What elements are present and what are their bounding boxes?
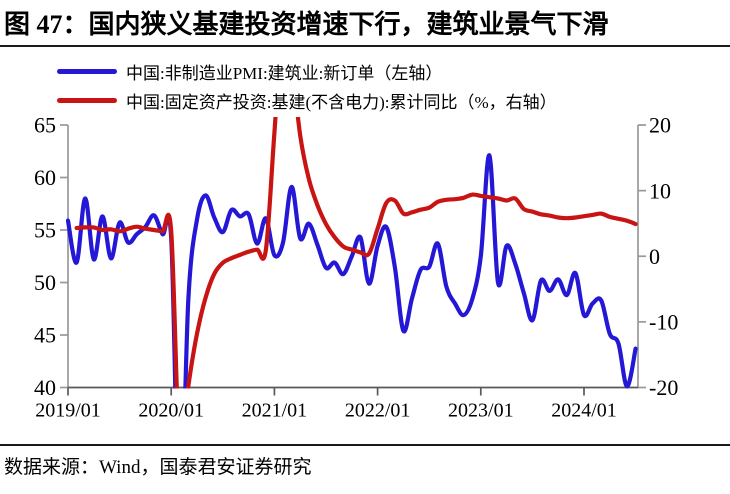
legend-item-pmi: 中国:非制造业PMI:建筑业:新订单（左轴）: [57, 57, 557, 86]
right-axis-tick-label: 0: [649, 244, 660, 269]
x-axis-tick-label: 2023/01: [448, 400, 514, 422]
right-axis-tick-label: 20: [649, 113, 671, 138]
blue-line-swatch: [57, 69, 117, 74]
x-axis-tick-label: 2021/01: [242, 400, 308, 422]
legend-item-infra: 中国:固定资产投资:基建(不含电力):累计同比（%，右轴）: [57, 86, 557, 115]
right-axis-tick-label: -20: [649, 375, 678, 400]
source-note: 数据来源：Wind，国泰君安证券研究: [4, 457, 312, 478]
left-axis-tick-label: 55: [34, 218, 56, 243]
series-lines: [66, 117, 638, 389]
x-axis-tick-label: 2022/01: [345, 400, 411, 422]
legend-label-pmi: 中国:非制造业PMI:建筑业:新订单（左轴）: [126, 64, 443, 83]
x-axis-tick-label: 2020/01: [138, 400, 204, 422]
left-axis-tick-label: 40: [34, 375, 56, 400]
x-axis-tick-label: 2019/01: [35, 400, 101, 422]
right-axis-tick-label: 10: [649, 178, 671, 203]
legend-label-infra: 中国:固定资产投资:基建(不含电力):累计同比（%，右轴）: [126, 93, 557, 112]
red-line-swatch: [57, 98, 117, 103]
figure-title: 图 47：国内狭义基建投资增速下行，建筑业景气下滑: [4, 10, 609, 39]
axes: [60, 124, 646, 396]
left-axis-tick-label: 50: [34, 270, 56, 295]
infrastructure-investment-yoy-line: [74, 117, 638, 389]
chart-legend: 中国:非制造业PMI:建筑业:新订单（左轴） 中国:固定资产投资:基建(不含电力…: [57, 57, 557, 115]
title-divider: [0, 45, 730, 47]
right-axis-tick-label: -10: [649, 310, 678, 335]
left-axis-tick-label: 65: [34, 113, 56, 138]
axis-labels: 65 60 55 50 45 40 20 10 0 -10 -20 2019/01 2020/01 202…: [34, 113, 678, 422]
x-axis-tick-label: 2024/01: [551, 400, 617, 422]
left-axis-tick-label: 45: [34, 323, 56, 348]
left-axis-tick-label: 60: [34, 165, 56, 190]
source-divider: [0, 444, 730, 446]
